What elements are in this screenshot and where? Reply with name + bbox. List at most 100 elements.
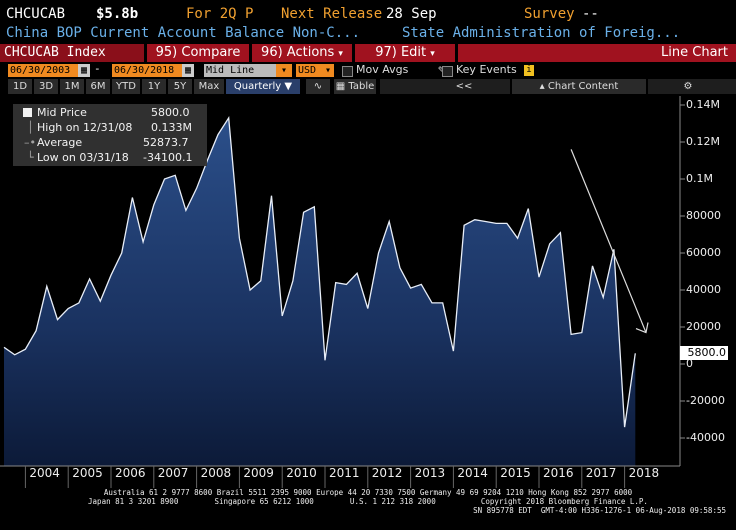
chart-style-icon[interactable]: ∿ (306, 79, 330, 94)
chevron-down-icon[interactable]: ▾ (322, 64, 334, 77)
data-point (570, 333, 573, 336)
legend-average-label: Average (37, 136, 83, 149)
chart-legend: Mid Price 5800.0 │ High on 12/31/08 0.13… (13, 104, 207, 166)
settings-area (648, 79, 736, 94)
y-tick-label: 60000 (686, 246, 721, 259)
compare-button[interactable]: 95) Compare (147, 44, 249, 62)
start-date-field[interactable]: 06/30/2003 (8, 64, 78, 77)
x-tick-label: 2006 (115, 466, 146, 480)
range-button-1y[interactable]: 1Y (142, 79, 166, 94)
actions-label: 96) Actions (261, 45, 335, 60)
trend-line[interactable] (570, 149, 647, 333)
range-button-6m[interactable]: 6M (86, 79, 110, 94)
edit-label: 97) Edit (375, 45, 427, 60)
key-events-checkbox[interactable] (442, 66, 453, 77)
data-point (174, 174, 177, 177)
data-point (259, 279, 262, 282)
chart-content-label: Chart Content (547, 81, 619, 92)
range-button-3d[interactable]: 3D (34, 79, 58, 94)
x-tick-label: 2008 (200, 466, 232, 480)
legend-mid-price-value: 5800.0 (151, 106, 190, 119)
collapse-button[interactable]: << (455, 81, 473, 92)
y-tick-label: 0.14M (686, 98, 720, 111)
ticker: CHCUCAB (6, 6, 66, 22)
survey-label: Survey (524, 6, 575, 22)
currency-select[interactable]: USD (296, 64, 322, 77)
chevron-down-icon: ▼ (284, 81, 293, 92)
frequency-select[interactable]: Quarterly ▼ (226, 79, 300, 94)
x-tick-label: 2017 (585, 466, 617, 480)
data-point (505, 222, 508, 225)
data-point (35, 329, 38, 332)
series-swatch (23, 108, 32, 117)
range-button-ytd[interactable]: YTD (112, 79, 140, 94)
x-tick-label: 2014 (457, 466, 488, 480)
range-button-max[interactable]: Max (194, 79, 224, 94)
y-tick-label: 0.12M (686, 135, 720, 148)
data-point (24, 348, 27, 351)
trend-arrow-icon (635, 322, 649, 334)
range-button-1d[interactable]: 1D (8, 79, 32, 94)
pencil-icon[interactable]: ✎ (438, 63, 445, 76)
data-point (56, 318, 59, 321)
data-point (398, 266, 401, 269)
data-point (484, 220, 487, 223)
y-tick-label: 0.1M (686, 172, 713, 185)
high-marker-icon: │ (27, 121, 34, 134)
data-point (67, 307, 70, 310)
edit-button[interactable]: 97) Edit ▾ (355, 44, 455, 62)
data-point (516, 237, 519, 240)
data-point (366, 307, 369, 310)
y-tick-label: 40000 (686, 283, 721, 296)
legend-average: –• Average 52873.7 (13, 135, 207, 150)
data-point (559, 231, 562, 234)
x-tick-label: 2007 (157, 466, 189, 480)
data-point (548, 242, 551, 245)
actions-button[interactable]: 96) Actions ▾ (252, 44, 352, 62)
calendar-icon[interactable]: ▦ (182, 64, 194, 77)
data-point (238, 237, 241, 240)
chart-content-icon: ▴ (539, 81, 545, 92)
y-tick-label: -20000 (686, 394, 725, 407)
index-label[interactable]: CHCUCAB Index (0, 44, 144, 62)
legend-mid-price: Mid Price 5800.0 (13, 105, 207, 120)
range-button-1m[interactable]: 1M (60, 79, 84, 94)
data-point (591, 264, 594, 267)
data-point (217, 133, 220, 136)
legend-average-value: 52873.7 (143, 136, 189, 149)
frequency-label: Quarterly (233, 81, 282, 92)
table-button[interactable]: ▦ Table (334, 79, 376, 94)
data-point (13, 353, 16, 356)
data-point (334, 281, 337, 284)
range-button-5y[interactable]: 5Y (168, 79, 192, 94)
data-point (377, 252, 380, 255)
data-point (324, 359, 327, 362)
data-point (120, 252, 123, 255)
data-point (195, 187, 198, 190)
chevron-down-icon[interactable]: ▾ (276, 64, 292, 77)
table-label: Table (348, 81, 375, 92)
legend-high: │ High on 12/31/08 0.133M (13, 120, 207, 135)
gear-icon[interactable]: ⚙ (683, 81, 693, 92)
toolbar-spacer (380, 79, 510, 94)
mov-avgs-checkbox[interactable] (342, 66, 353, 77)
calendar-icon[interactable]: ▦ (78, 64, 90, 77)
line-type-select[interactable]: Mid Line (204, 64, 276, 77)
table-icon: ▦ (335, 81, 346, 92)
data-point (281, 314, 284, 317)
footer-line-3: SN 895778 EDT GMT-4:00 H336-1276-1 06-Au… (473, 506, 726, 515)
info-icon[interactable]: i (524, 65, 534, 76)
current-value: $5.8b (96, 6, 139, 22)
chart-content-button[interactable]: ▴ Chart Content (512, 79, 646, 94)
next-release-label: Next Release (281, 6, 383, 22)
legend-low-label: Low on 03/31/18 (37, 151, 129, 164)
end-date-field[interactable]: 06/30/2018 (112, 64, 182, 77)
y-tick-label: 20000 (686, 320, 721, 333)
security-description: China BOP Current Account Balance Non-C.… (6, 25, 361, 41)
data-point (227, 116, 230, 119)
chart-type-button[interactable]: Line Chart (458, 44, 736, 62)
data-point (88, 277, 91, 280)
data-point (291, 279, 294, 282)
x-tick-label: 2011 (329, 466, 360, 480)
data-point (452, 350, 455, 353)
